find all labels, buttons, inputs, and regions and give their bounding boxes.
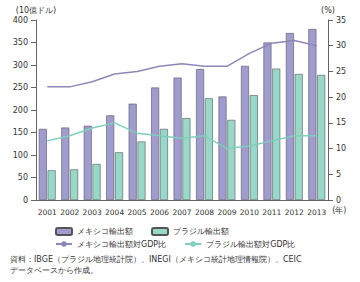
svg-text:2008: 2008 (195, 208, 214, 217)
svg-text:2005: 2005 (128, 208, 147, 217)
svg-text:15: 15 (336, 118, 346, 127)
svg-text:2012: 2012 (285, 208, 304, 217)
svg-text:35: 35 (336, 16, 346, 25)
svg-text:200: 200 (13, 106, 28, 115)
svg-text:2013: 2013 (307, 208, 326, 217)
svg-text:0: 0 (336, 196, 341, 205)
svg-text:2002: 2002 (60, 208, 79, 217)
svg-text:ブラジル輸出額: ブラジル輸出額 (173, 227, 229, 236)
svg-text:資料：IBGE（ブラジル地理統計院）、INEGI（メキシコ統: 資料：IBGE（ブラジル地理統計院）、INEGI（メキシコ統計地理情報院）、CE… (10, 255, 302, 264)
svg-text:メキシコ輸出額対GDP比: メキシコ輸出額対GDP比 (77, 240, 166, 249)
svg-text:2003: 2003 (83, 208, 102, 217)
svg-text:250: 250 (13, 83, 28, 92)
svg-text:2011: 2011 (262, 208, 281, 217)
svg-text:(年): (年) (332, 206, 346, 215)
svg-text:(10億ドル): (10億ドル) (16, 6, 56, 15)
svg-text:2010: 2010 (240, 208, 259, 217)
svg-text:150: 150 (13, 128, 28, 137)
svg-text:(%): (%) (321, 6, 335, 15)
svg-text:ブラジル輸出額対GDP比: ブラジル輸出額対GDP比 (206, 240, 295, 249)
svg-text:2007: 2007 (172, 208, 191, 217)
svg-text:30: 30 (336, 41, 346, 50)
svg-text:データベースから作成。: データベースから作成。 (10, 266, 98, 275)
svg-text:2009: 2009 (217, 208, 236, 217)
svg-text:400: 400 (13, 16, 28, 25)
svg-text:300: 300 (13, 61, 28, 70)
svg-text:2001: 2001 (38, 208, 57, 217)
svg-text:2006: 2006 (150, 208, 169, 217)
svg-text:25: 25 (336, 67, 346, 76)
svg-text:5: 5 (336, 170, 341, 179)
svg-text:メキシコ輸出額: メキシコ輸出額 (77, 227, 133, 236)
svg-text:20: 20 (336, 93, 346, 102)
svg-text:10: 10 (336, 144, 346, 153)
svg-text:2004: 2004 (105, 208, 124, 217)
svg-text:0: 0 (23, 196, 28, 205)
svg-text:350: 350 (13, 38, 28, 47)
svg-text:100: 100 (13, 151, 28, 160)
svg-text:50: 50 (18, 173, 28, 182)
